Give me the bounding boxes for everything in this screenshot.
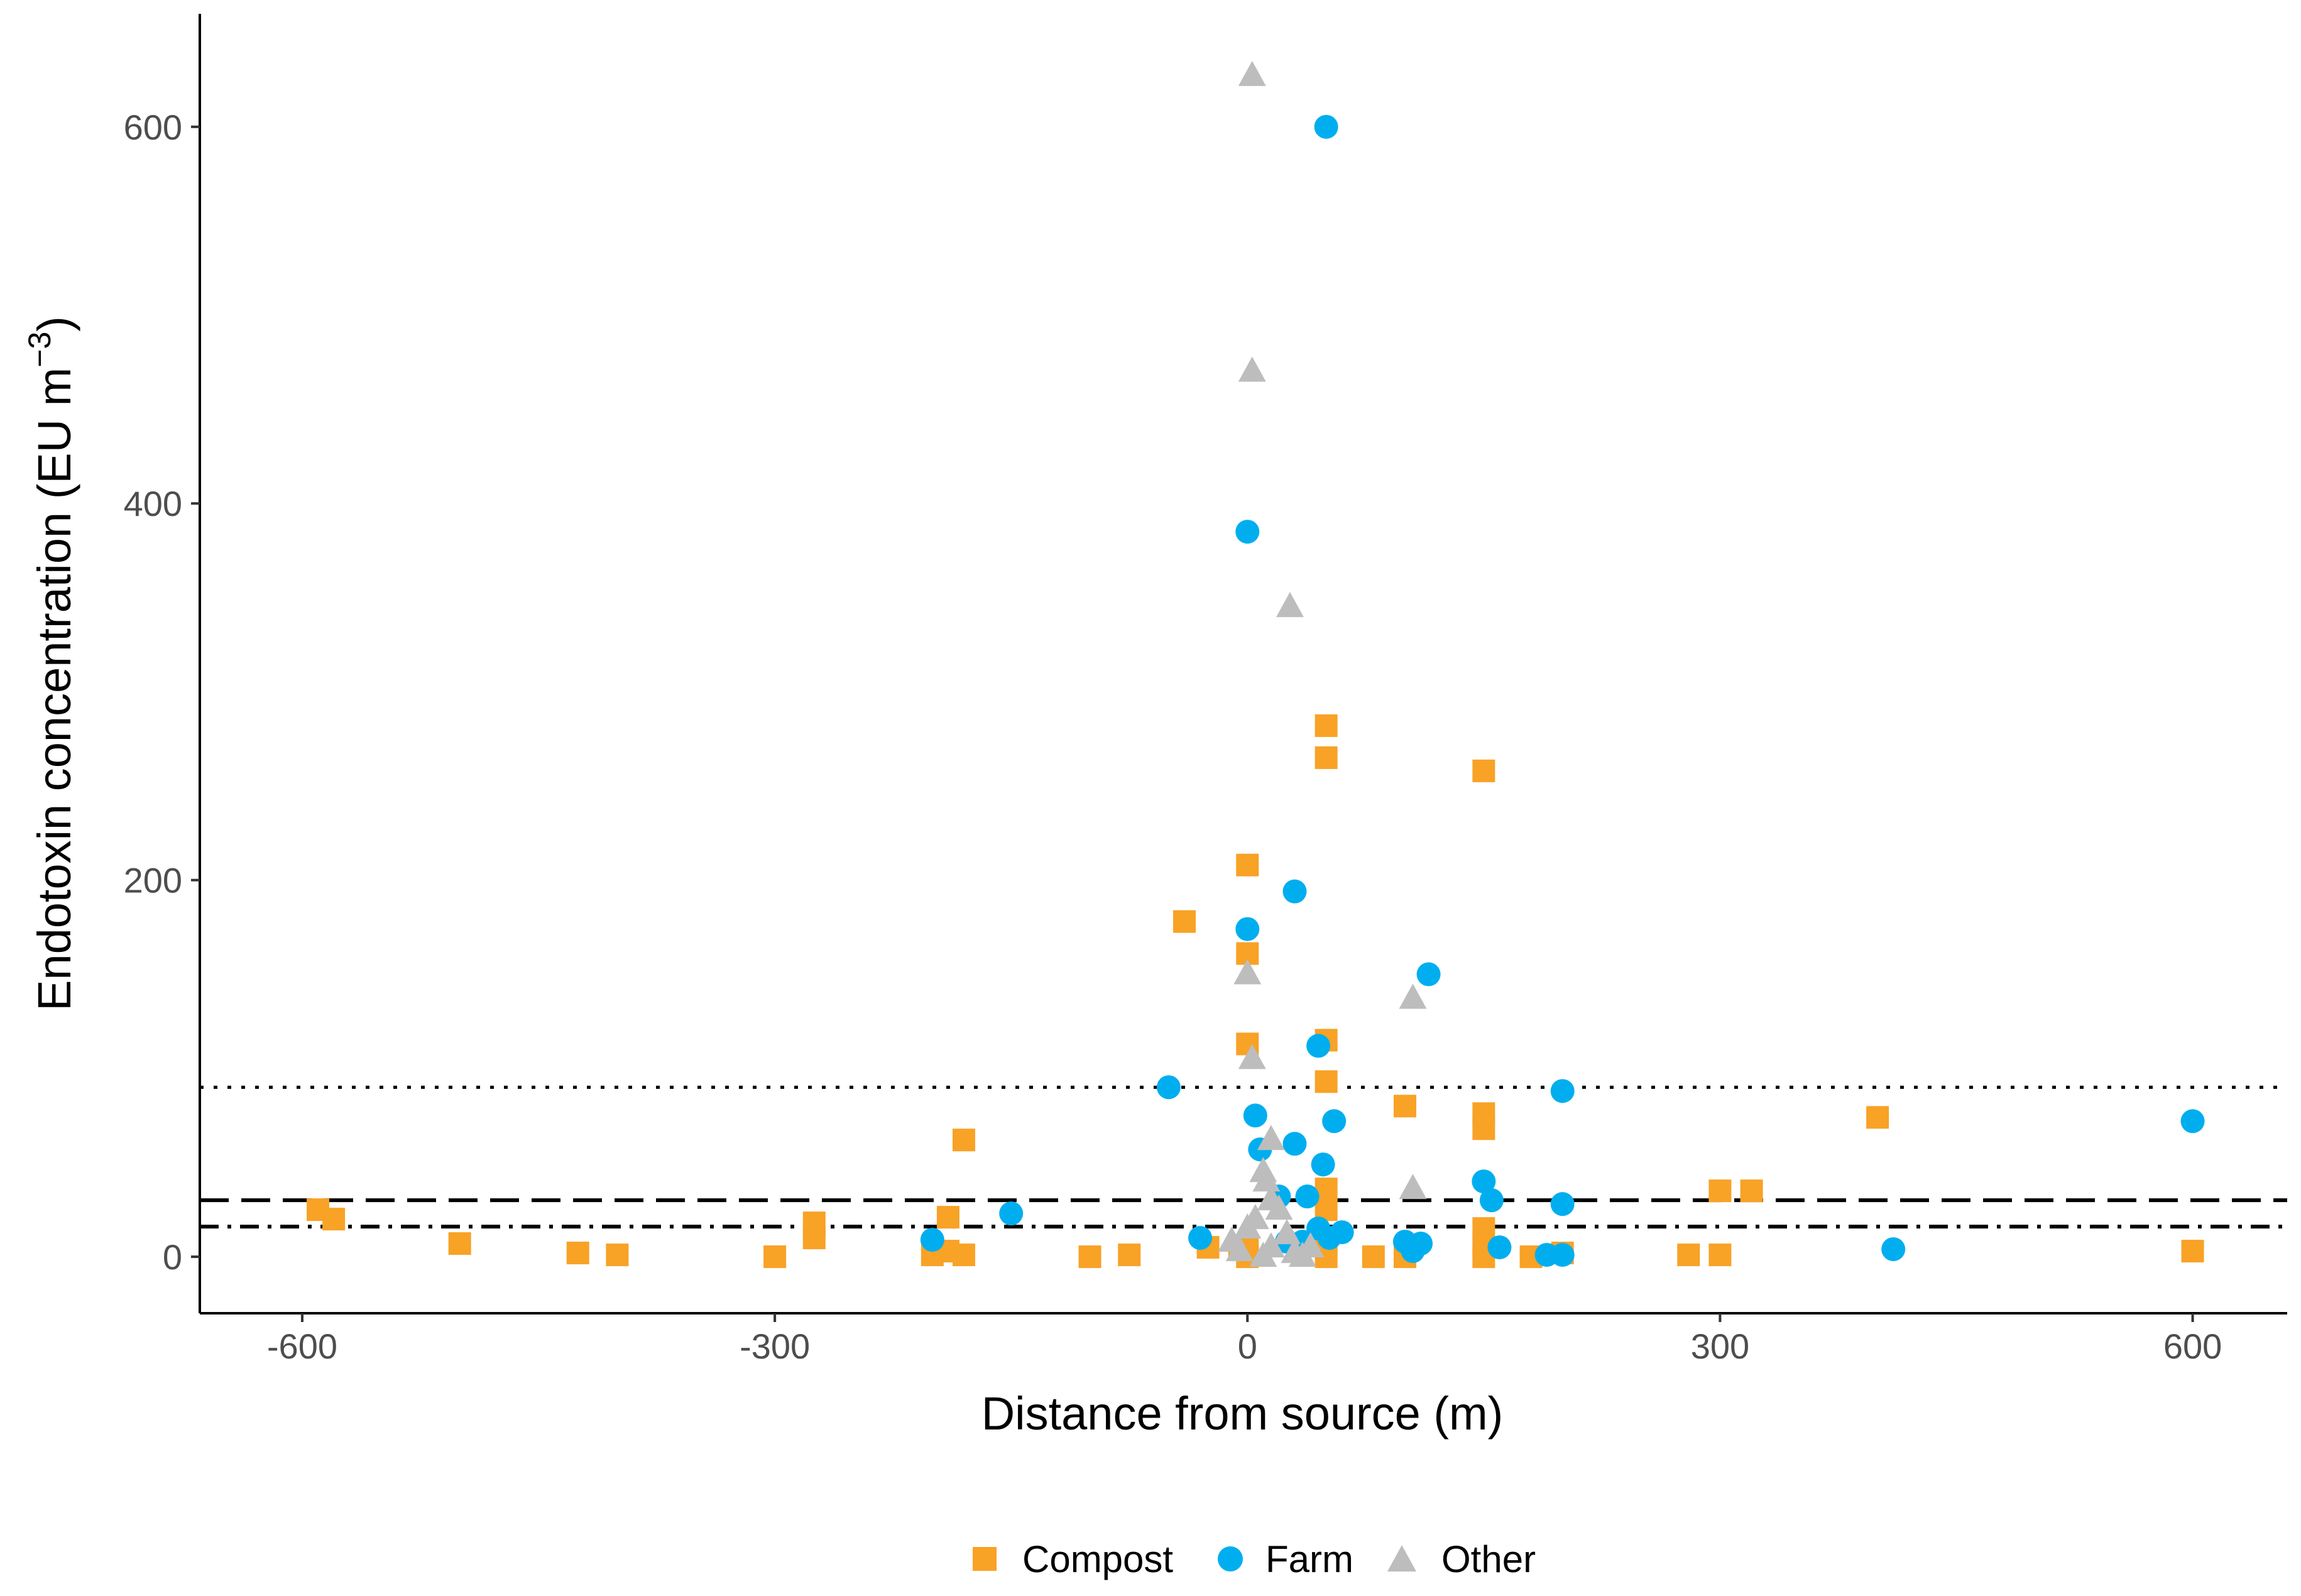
point-compost — [448, 1232, 471, 1255]
x-tick-label: -300 — [740, 1326, 810, 1366]
point-farm — [1550, 1079, 1575, 1103]
point-compost — [1078, 1245, 1101, 1269]
point-farm — [1243, 1103, 1267, 1128]
point-farm — [1295, 1184, 1320, 1209]
point-other — [1225, 1236, 1254, 1262]
point-compost — [1362, 1245, 1385, 1269]
point-compost — [936, 1206, 959, 1229]
point-compost — [1677, 1243, 1700, 1267]
point-compost — [802, 1227, 826, 1250]
ticks: -600 -300 0 300 600 0 200 400 600 — [124, 107, 2222, 1366]
point-other — [1238, 1044, 1266, 1069]
point-farm — [1235, 917, 1260, 941]
point-farm — [999, 1201, 1024, 1226]
legend-key-farm — [1218, 1546, 1243, 1571]
point-farm — [1416, 962, 1441, 987]
legend-key-other — [1387, 1545, 1416, 1571]
point-compost — [1472, 1117, 1495, 1140]
point-farm — [1479, 1188, 1504, 1213]
point-other — [1399, 1174, 1427, 1200]
point-other — [1276, 592, 1304, 618]
y-axis-title: Endotoxin concentration (EU m−3) — [22, 316, 80, 1011]
point-other — [1238, 356, 1266, 382]
point-farm — [1314, 114, 1338, 139]
y-tick-label: 0 — [163, 1237, 182, 1277]
point-compost — [1118, 1243, 1141, 1267]
point-other — [1296, 1232, 1325, 1258]
point-farm — [1330, 1220, 1354, 1245]
x-tick-label: -600 — [267, 1326, 337, 1366]
point-compost — [2181, 1240, 2204, 1263]
x-tick-label: 300 — [1691, 1326, 1749, 1366]
point-compost — [1393, 1095, 1416, 1118]
point-farm — [1472, 1169, 1496, 1194]
point-compost — [606, 1243, 629, 1267]
y-tick-label: 400 — [124, 484, 182, 523]
point-other — [1249, 1242, 1277, 1267]
point-other — [1233, 959, 1262, 985]
point-compost — [1314, 714, 1338, 737]
y-axis-title-close: ) — [28, 316, 80, 332]
legend-label-compost: Compost — [1022, 1538, 1173, 1580]
point-compost — [1708, 1179, 1732, 1203]
point-farm — [1550, 1243, 1575, 1267]
y-axis-title-main: Endotoxin concentration (EU m — [28, 368, 80, 1011]
point-compost — [566, 1242, 589, 1265]
point-farm — [920, 1228, 944, 1252]
x-tick-label: 600 — [2163, 1326, 2222, 1366]
point-farm — [1282, 1132, 1307, 1156]
point-compost — [1236, 853, 1259, 877]
point-other — [1257, 1125, 1285, 1151]
point-other — [1272, 1219, 1301, 1245]
x-axis-title: Distance from source (m) — [981, 1387, 1504, 1440]
point-compost — [322, 1208, 346, 1231]
reference-lines — [200, 1085, 2287, 1229]
point-farm — [1322, 1109, 1347, 1134]
y-tick-label: 600 — [124, 107, 182, 147]
legend-label-other: Other — [1441, 1538, 1536, 1580]
point-compost — [952, 1129, 975, 1152]
point-farm — [1235, 520, 1260, 544]
y-axis-title-sup: −3 — [22, 332, 57, 368]
point-farm — [1409, 1232, 1433, 1256]
data-points — [307, 60, 2205, 1269]
point-compost — [1740, 1179, 1763, 1203]
point-compost — [1314, 1070, 1338, 1093]
point-compost — [1172, 910, 1196, 933]
point-farm — [1156, 1075, 1181, 1100]
y-tick-label: 200 — [124, 861, 182, 900]
x-tick-label: 0 — [1238, 1326, 1257, 1366]
point-other — [1238, 60, 1266, 86]
point-other — [1252, 1166, 1281, 1192]
point-farm — [1306, 1034, 1331, 1058]
point-farm — [1188, 1226, 1213, 1250]
point-other — [1399, 983, 1427, 1009]
point-farm — [1487, 1235, 1512, 1260]
point-compost — [1866, 1106, 1889, 1129]
point-compost — [763, 1245, 787, 1269]
axes — [199, 14, 2287, 1315]
point-compost — [1314, 746, 1338, 769]
legend: Compost Farm Other — [973, 1538, 1536, 1580]
point-farm — [1550, 1192, 1575, 1216]
point-other — [1233, 1213, 1262, 1239]
point-farm — [2180, 1109, 2205, 1134]
point-other — [1265, 1194, 1293, 1220]
point-compost — [1472, 759, 1495, 782]
point-farm — [1881, 1237, 1906, 1262]
point-farm — [1282, 879, 1307, 904]
legend-label-farm: Farm — [1265, 1538, 1353, 1580]
legend-key-compost — [973, 1547, 997, 1571]
point-compost — [1708, 1243, 1732, 1267]
point-farm — [1311, 1152, 1335, 1177]
point-compost — [952, 1243, 975, 1267]
